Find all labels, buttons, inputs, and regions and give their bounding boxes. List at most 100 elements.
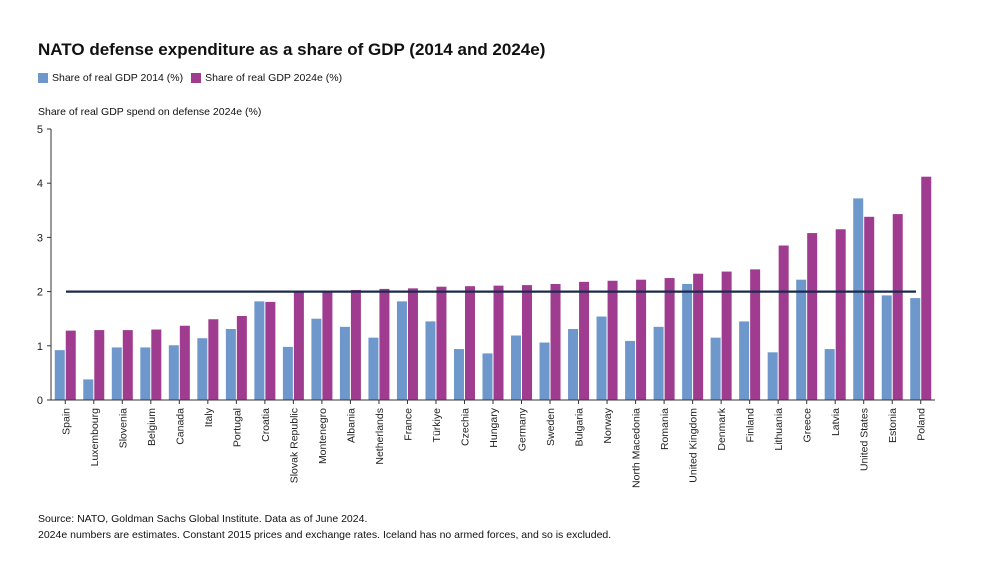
x-tick-label: Luxembourg [89,408,101,467]
bar-2024e-luxembourg [94,330,105,400]
bar-2014-italy [197,338,208,400]
bar-2014-france [396,301,407,400]
bar-2024e-hungary [493,285,504,400]
x-tick-label: Czechia [459,408,471,446]
legend-item-2024e: Share of real GDP 2024e (%) [191,72,342,84]
bar-2024e-slovak-republic [293,291,304,400]
source-note: Source: NATO, Goldman Sachs Global Insti… [38,511,611,543]
x-tick-label: Netherlands [374,408,386,465]
bar-2024e-greece [807,233,818,400]
x-tick-label: Norway [602,407,614,443]
bar-2014-montenegro [311,318,322,400]
bar-2014-slovak-republic [282,346,293,400]
x-tick-label: Albania [345,408,357,443]
x-tick-label: Croatia [260,408,272,442]
bar-2024e-sweden [550,284,561,400]
bar-2024e-united-states [864,216,875,400]
bar-2024e-canada [179,325,190,400]
bar-2024e-united-kingdom [693,273,704,400]
bar-2024e-germany [522,285,533,400]
bar-2024e-north-macedonia [636,279,647,400]
bar-2024e-denmark [721,271,732,400]
y-tick-label-2: 2 [37,287,43,299]
x-tick-label: Lithuania [773,408,785,451]
bar-2014-slovenia [111,347,122,400]
bar-2014-united-kingdom [682,284,693,400]
x-tick-label: Finland [745,408,757,443]
legend-swatch-2014 [38,73,48,83]
bar-2024e-estonia [892,214,903,400]
bar-2014-latvia [824,349,835,400]
x-tick-label: Montenegro [317,408,329,464]
x-tick-label: France [402,408,414,441]
bar-2024e-romania [664,278,675,400]
x-tick-label: Spain [60,408,72,435]
bar-2014-sweden [539,342,550,400]
y-tick-label-4: 4 [37,178,43,190]
bar-2014-north-macedonia [625,340,636,400]
x-tick-label: Germany [517,407,529,451]
x-tick-label: United States [859,408,871,471]
y-tick-label-0: 0 [37,395,43,407]
bar-2024e-montenegro [322,291,333,400]
source-line-2: 2024e numbers are estimates. Constant 20… [38,529,612,541]
chart-title: NATO defense expenditure as a share of G… [38,40,546,59]
bar-2024e-slovenia [122,330,133,400]
bar-2014-czechia [453,349,464,400]
x-tick-label: Denmark [716,407,728,450]
bar-2024e-lithuania [778,245,789,400]
bar-2024e-netherlands [379,288,390,400]
x-tick-label: Sweden [545,408,557,446]
bar-2024e-czechia [464,286,475,400]
bar-2014-romania [653,326,664,400]
bar-2014-portugal [225,328,236,400]
bar-2014-united-states [853,198,864,400]
legend-item-2014: Share of real GDP 2014 (%) [38,72,183,84]
bar-2014-finland [739,321,750,400]
bar-2024e-bulgaria [579,281,590,400]
bar-2014-belgium [140,347,151,400]
bar-2024e-albania [350,289,361,400]
y-tick-label-5: 5 [37,124,43,136]
x-tick-label: Romania [659,408,671,450]
x-tick-label: Portugal [231,408,243,447]
x-tick-label: Slovenia [117,408,129,448]
bar-2014-poland [910,298,921,400]
x-tick-label: North Macedonia [631,408,643,488]
x-tick-label: Estonia [887,408,899,443]
bar-2014-lithuania [767,352,778,400]
bar-2014-albania [339,326,350,400]
y-axis-label: Share of real GDP spend on defense 2024e… [38,106,262,118]
x-tick-label: Bulgaria [574,408,586,447]
bar-2014-estonia [881,295,892,400]
x-tick-label: Latvia [830,408,842,436]
bar-2014-hungary [482,353,493,400]
bar-2024e-poland [921,176,932,400]
bar-2024e-france [407,288,418,400]
bar-2024e-croatia [265,301,276,400]
bar-2024e-belgium [151,329,162,400]
bar-2014-netherlands [368,337,379,400]
y-tick-label-1: 1 [37,341,43,353]
bar-2014-denmark [710,337,721,400]
legend-swatch-2024e [191,73,202,83]
x-tick-label: Greece [802,408,814,443]
bar-2014-t-rkiye [425,321,436,400]
legend: Share of real GDP 2014 (%) Share of real… [38,72,350,84]
bar-2014-bulgaria [568,328,579,400]
x-tick-label: Poland [916,408,928,441]
bar-2024e-finland [750,269,761,400]
source-line-1: Source: NATO, Goldman Sachs Global Insti… [38,513,368,525]
x-tick-label: Italy [203,407,215,427]
x-tick-label: Türkiye [431,408,443,443]
bar-2014-spain [54,350,65,400]
bar-2014-croatia [254,301,265,400]
bar-2014-germany [511,335,522,400]
x-tick-label: Canada [174,408,186,445]
x-tick-label: Slovak Republic [288,408,300,483]
legend-label-2014: Share of real GDP 2014 (%) [52,72,184,84]
x-tick-label: United Kingdom [688,408,700,483]
legend-label-2024e: Share of real GDP 2024e (%) [205,72,343,84]
bar-2014-norway [596,316,607,400]
